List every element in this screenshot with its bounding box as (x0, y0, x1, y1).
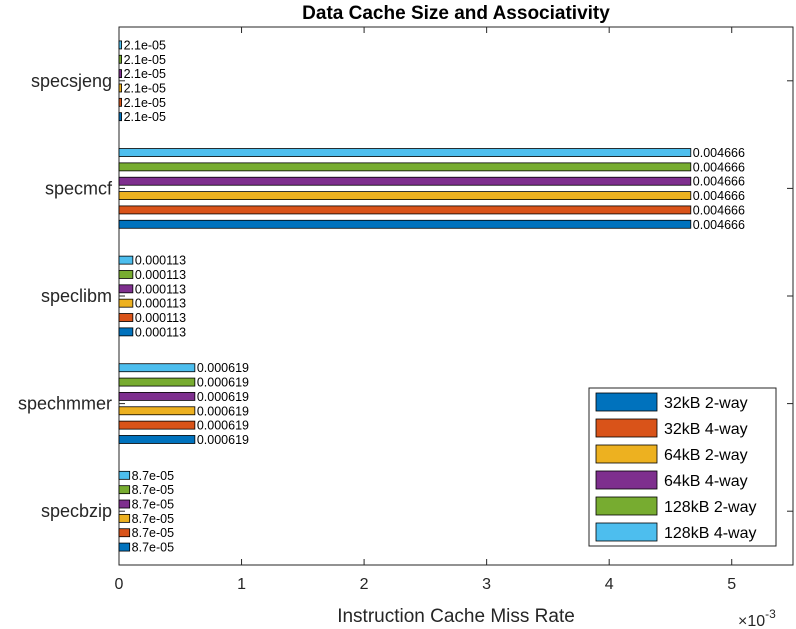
bar (118, 83, 122, 93)
data-label: 0.004666 (693, 160, 745, 174)
data-label: 0.000619 (197, 361, 249, 375)
data-label: 2.1e-05 (124, 110, 166, 124)
category-label: specmcf (45, 178, 113, 198)
x-tick-label: 3 (482, 576, 491, 593)
data-label: 0.000619 (197, 390, 249, 404)
legend-swatch (595, 496, 658, 516)
data-label: 0.000619 (197, 376, 249, 390)
plot-area: 0 1 2 3 4 5specbzip8.7e-058.7e-058.7e-058.7e-… (18, 26, 794, 593)
data-label: 0.004666 (693, 189, 745, 203)
bar (118, 528, 131, 538)
data-label: 8.7e-05 (132, 498, 174, 512)
data-label: 0.004666 (693, 175, 745, 189)
legend-swatch (595, 522, 658, 542)
data-label: 2.1e-05 (124, 67, 166, 81)
bar (118, 219, 692, 229)
x-tick-label: 5 (727, 576, 736, 593)
bar (118, 420, 196, 430)
legend-swatch (595, 392, 658, 412)
legend-entry: 128kB 2-way (664, 499, 757, 516)
bar (118, 176, 692, 186)
data-label: 0.004666 (693, 203, 745, 217)
data-label: 0.000113 (135, 297, 186, 311)
data-label: 0.004666 (693, 218, 745, 232)
bar (118, 191, 692, 200)
category-label: spechmmer (18, 394, 112, 414)
data-label: 8.7e-05 (132, 469, 174, 483)
data-label: 8.7e-05 (132, 483, 174, 497)
bar (118, 270, 134, 279)
legend-box (588, 387, 777, 547)
bar (118, 298, 134, 308)
x-tick-label: 4 (605, 576, 614, 593)
legend: 32kB 2-way 32kB 4-way 64kB 2-way 64kB 4-way… (588, 387, 777, 547)
data-label: 0.000113 (135, 268, 186, 282)
bar (118, 392, 196, 401)
legend-entry: 32kB 2-way (664, 395, 748, 412)
bar (118, 205, 692, 215)
data-label: 0.000113 (135, 254, 186, 268)
bar (118, 40, 122, 50)
bar (118, 470, 131, 480)
data-label: 8.7e-05 (132, 541, 174, 555)
x-tick-label: 2 (360, 576, 369, 593)
legend-entry: 128kB 4-way (664, 525, 757, 542)
x-exponent-label: ×10-3 (738, 607, 776, 629)
bar (118, 97, 122, 107)
data-label: 8.7e-05 (132, 526, 174, 540)
bar (118, 377, 196, 387)
data-label: 0.000113 (135, 325, 186, 339)
bar (118, 112, 122, 122)
x-tick-label: 0 (115, 576, 124, 593)
bar (118, 162, 692, 172)
data-label: 0.000619 (197, 419, 249, 433)
bar (118, 255, 134, 265)
x-exponent-base: ×10 (738, 613, 765, 629)
data-label: 0.000113 (135, 282, 186, 296)
legend-swatch (595, 470, 658, 490)
bar (118, 327, 134, 337)
category-label: specbzip (41, 501, 112, 521)
legend-swatch (595, 444, 658, 464)
bar (118, 542, 131, 552)
data-label: 0.004666 (693, 146, 745, 160)
bar (118, 54, 122, 64)
x-axis-label: Instruction Cache Miss Rate (337, 606, 575, 627)
category-label: speclibm (41, 286, 112, 306)
data-label: 2.1e-05 (124, 38, 166, 52)
category-label: specsjeng (31, 71, 112, 91)
bar (118, 435, 196, 444)
data-label: 2.1e-05 (124, 96, 166, 110)
data-label: 2.1e-05 (124, 81, 166, 95)
data-label: 0.000619 (197, 433, 249, 447)
bar (118, 284, 134, 294)
bar (118, 69, 122, 79)
x-exponent-power: -3 (765, 607, 776, 621)
bar (118, 313, 134, 322)
data-label: 8.7e-05 (132, 512, 174, 526)
bar (118, 513, 131, 523)
bar (118, 406, 196, 416)
bar (118, 363, 196, 373)
x-tick-label: 1 (237, 576, 246, 593)
legend-swatch (595, 418, 658, 438)
legend-entry: 64kB 2-way (664, 447, 748, 464)
bar (118, 485, 131, 495)
legend-entry: 32kB 4-way (664, 421, 748, 438)
chart-title: Data Cache Size and Associativity (302, 3, 610, 24)
data-label: 2.1e-05 (124, 53, 166, 67)
bar (118, 148, 692, 157)
bar (118, 499, 131, 509)
legend-entry: 64kB 4-way (664, 473, 748, 490)
data-label: 0.000113 (135, 311, 186, 325)
data-label: 0.000619 (197, 404, 249, 418)
